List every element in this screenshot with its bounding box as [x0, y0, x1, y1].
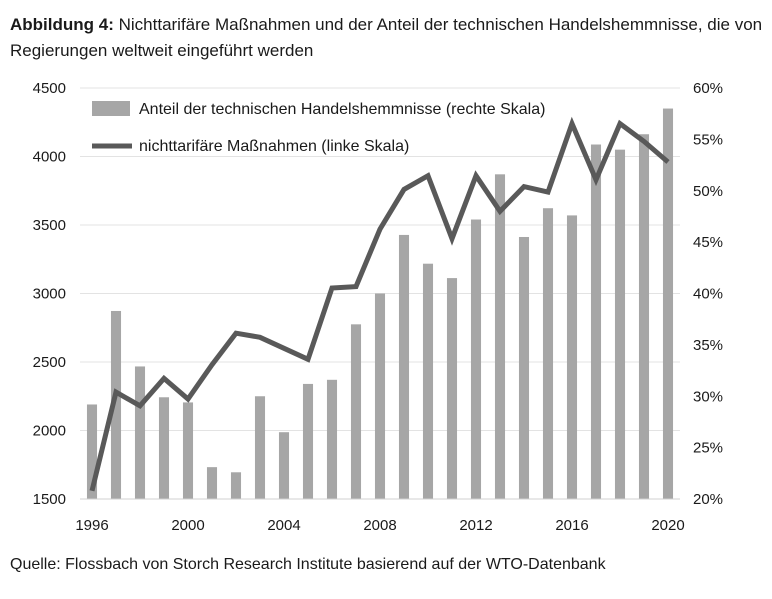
- bar: [374, 293, 386, 499]
- bar: [350, 324, 362, 499]
- y-right-tick-label: 40%: [693, 286, 723, 303]
- bar: [86, 404, 98, 499]
- bar: [230, 472, 242, 499]
- x-tick-label: 2008: [363, 517, 396, 534]
- bar: [134, 366, 146, 499]
- bar: [326, 379, 338, 499]
- figure-label: Abbildung 4:: [10, 15, 114, 34]
- series-line: [89, 116, 670, 492]
- bar: [422, 263, 434, 499]
- bar: [566, 215, 578, 499]
- bar: [206, 467, 218, 499]
- bar: [302, 383, 314, 499]
- bar: [470, 219, 482, 499]
- legend-label-line: nichttarifäre Maßnahmen (linke Skala): [139, 138, 409, 155]
- y-left-tick-label: 1500: [33, 491, 66, 508]
- legend: Anteil der technischen Handelshemmnisse …: [92, 101, 545, 155]
- bar: [446, 278, 458, 499]
- y-right-tick-label: 45%: [693, 234, 723, 251]
- bar: [254, 396, 266, 499]
- y-left-tick-label: 3500: [33, 217, 66, 234]
- chart: 1500 2000 2500 3000 3500 4000 4500 20% 25% 30% 35…: [33, 80, 723, 534]
- y-left-tick-label: 2000: [33, 423, 66, 440]
- bar: [614, 149, 626, 499]
- bar: [278, 432, 290, 499]
- y-right-tick-label: 60%: [693, 80, 723, 97]
- chart-title: Abbildung 4: Nichttarifäre Maßnahmen und…: [10, 12, 765, 64]
- y-right-tick-label: 35%: [693, 337, 723, 354]
- bar: [158, 397, 170, 499]
- y-right-tick-label: 20%: [693, 491, 723, 508]
- bar: [662, 108, 674, 500]
- x-axis: 1996 2000 2004 2008 2012 2016 2020: [75, 498, 685, 534]
- figure-title: Nichttarifäre Maßnahmen und der Anteil d…: [10, 15, 763, 60]
- y-right-tick-label: 30%: [693, 388, 723, 405]
- source-note: Quelle: Flossbach von Storch Research In…: [10, 556, 606, 573]
- right-axis: 20% 25% 30% 35% 40% 45% 50% 55% 60%: [693, 80, 723, 508]
- bar: [590, 144, 602, 499]
- x-tick-label: 2004: [267, 517, 300, 534]
- bar: [182, 402, 194, 499]
- line-series: [89, 116, 670, 492]
- y-right-tick-label: 25%: [693, 440, 723, 457]
- y-left-tick-label: 3000: [33, 286, 66, 303]
- bar: [638, 134, 650, 500]
- bar: [398, 234, 410, 499]
- legend-swatch-bar: [92, 101, 130, 116]
- legend-label-bar: Anteil der technischen Handelshemmnisse …: [139, 101, 545, 118]
- y-right-tick-label: 50%: [693, 183, 723, 200]
- bar: [110, 310, 122, 499]
- x-tick-label: 2020: [651, 517, 684, 534]
- x-tick-label: 2016: [555, 517, 588, 534]
- left-axis: 1500 2000 2500 3000 3500 4000 4500: [33, 80, 66, 508]
- y-left-tick-label: 4500: [33, 80, 66, 97]
- y-right-tick-label: 55%: [693, 131, 723, 148]
- bar: [518, 236, 530, 500]
- bar-series: [86, 108, 674, 500]
- x-tick-label: 2012: [459, 517, 492, 534]
- y-left-tick-label: 4000: [33, 149, 66, 166]
- y-left-tick-label: 2500: [33, 354, 66, 371]
- x-tick-label: 1996: [75, 517, 108, 534]
- bar: [542, 208, 554, 499]
- bar: [494, 174, 506, 499]
- x-tick-label: 2000: [171, 517, 204, 534]
